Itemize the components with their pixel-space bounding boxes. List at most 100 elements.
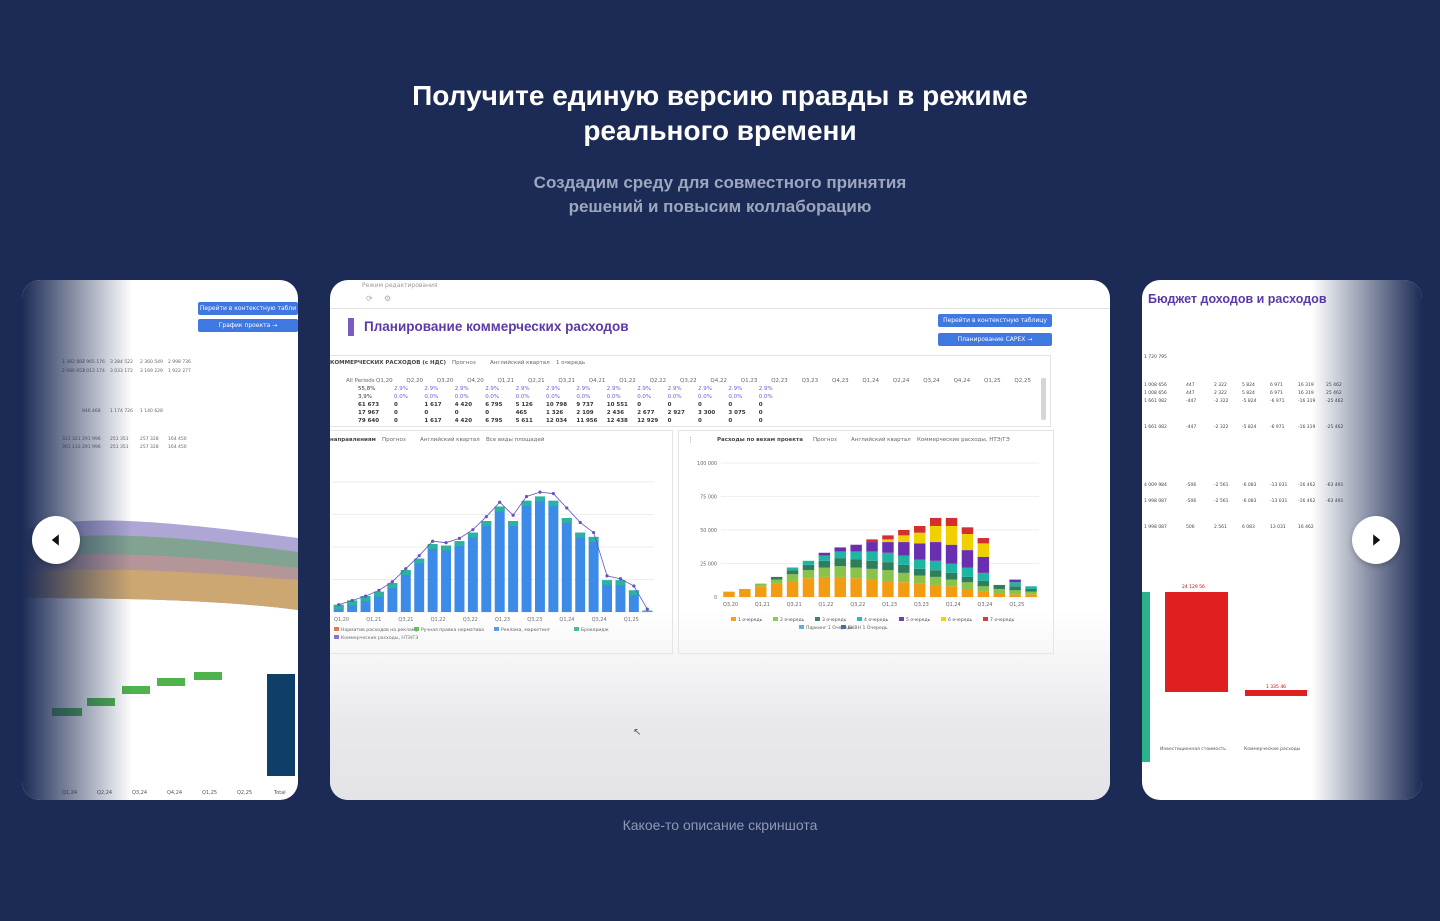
svg-text:-13 031: -13 031	[1270, 482, 1288, 488]
legend-swatch	[799, 625, 804, 629]
svg-text:1 008 656: 1 008 656	[1144, 382, 1167, 388]
context-table-button[interactable]: Перейти в контекстную табли	[198, 302, 298, 315]
project-chart-button[interactable]: График проекта →	[198, 319, 298, 332]
stack-segment	[818, 555, 831, 561]
bar-cap	[333, 604, 344, 610]
right-chart-filter-2[interactable]: Коммерческие расходы, НТЭ/ГЭ	[917, 437, 1010, 443]
bar-cap	[347, 600, 358, 606]
svg-text:-2 561: -2 561	[1214, 498, 1229, 504]
stack-segment	[802, 564, 815, 571]
svg-text:5 824: 5 824	[1242, 382, 1255, 388]
stack-segment	[1025, 588, 1037, 592]
table-cell: 0.0%	[667, 394, 682, 400]
stack-segment	[961, 576, 974, 583]
stack-segment	[850, 578, 862, 597]
table-cell: 2 436	[606, 410, 625, 416]
svg-text:-63 491: -63 491	[1326, 498, 1344, 504]
table-cell: 4 420	[454, 418, 473, 424]
stack-segment	[945, 579, 958, 587]
mouse-cursor-icon: ↖	[633, 727, 642, 738]
table-filter-forecast[interactable]: Прогноз	[452, 360, 476, 366]
period-header: Q4,21	[588, 378, 606, 384]
stack-segment	[914, 543, 926, 560]
stack-segment	[929, 525, 942, 543]
table-cell: 0	[394, 418, 398, 424]
carousel-next-button[interactable]	[1352, 516, 1400, 564]
stack-segment	[914, 559, 926, 569]
period-header: Q4,24	[953, 378, 971, 384]
svg-text:2 998 736: 2 998 736	[168, 359, 191, 365]
svg-text:6 971: 6 971	[1270, 382, 1283, 388]
table-cell: 0.0%	[394, 394, 408, 400]
right-chart-filter-1[interactable]: Английский квартал	[851, 437, 911, 443]
table-filter-quarter[interactable]: Английский квартал	[490, 360, 550, 366]
period-header: Q4,22	[710, 378, 727, 384]
legend-swatch	[334, 635, 339, 639]
right-chart-filter-0[interactable]: Прогноз	[813, 437, 837, 443]
svg-text:1 720 795: 1 720 795	[1144, 354, 1167, 360]
stack-segment	[786, 574, 799, 581]
x-tick-label: Q3,21	[398, 617, 413, 623]
y-tick-label: 100 000	[697, 461, 717, 467]
bar-cap	[534, 496, 545, 502]
carousel-prev-button[interactable]	[32, 516, 80, 564]
stack-segment	[993, 592, 1005, 597]
stack-segment	[977, 538, 990, 544]
left-chart-filter-1[interactable]: Английский квартал	[420, 437, 480, 443]
stack-segment	[898, 535, 910, 543]
stack-segment	[977, 543, 990, 557]
left-axis-label-1: Q2,24	[97, 790, 112, 796]
table-scrollbar[interactable]	[1041, 378, 1046, 420]
period-header: Q2,22	[649, 378, 667, 384]
bar	[427, 544, 438, 612]
stack-segment	[977, 556, 990, 573]
table-cell: 10 551	[606, 402, 628, 408]
svg-text:-2 322: -2 322	[1214, 398, 1229, 404]
bar-cap	[575, 532, 586, 538]
right-axis-label-0: Инвестиционная стоимость	[1160, 746, 1226, 752]
table-cell: 12 929	[637, 418, 659, 424]
table-filter-stage[interactable]: 1 очередь	[556, 360, 586, 366]
stack-segment	[786, 570, 799, 575]
capex-planning-button[interactable]: Планирование CAPEX →	[938, 333, 1052, 346]
svg-text:1 174 726: 1 174 726	[110, 408, 133, 414]
left-chart-filter-0[interactable]: Прогноз	[382, 437, 406, 443]
table-cell: 0	[758, 418, 763, 424]
settings-icon[interactable]: ⚙	[384, 294, 392, 303]
svg-text:-6 083: -6 083	[1242, 482, 1257, 488]
table-cell: 2 109	[576, 410, 594, 416]
x-tick-label: Q3,23	[914, 602, 929, 608]
kebab-menu-icon[interactable]: ⋮	[687, 436, 694, 444]
stack-segment	[914, 575, 926, 584]
stack-segment	[866, 568, 878, 580]
legend-label: 4 очередь	[864, 617, 889, 623]
stack-segment	[850, 559, 862, 568]
stack-segment	[961, 582, 974, 589]
stack-segment	[929, 584, 942, 597]
period-header: Q4,23	[832, 378, 849, 384]
table-cell: 12 438	[606, 418, 628, 424]
refresh-icon[interactable]: ⟳	[366, 294, 373, 303]
stack-segment	[977, 580, 990, 587]
svg-text:-25 462: -25 462	[1326, 398, 1344, 404]
table-cell: 2.9%	[758, 386, 773, 392]
stack-segment	[977, 591, 990, 597]
context-table-button[interactable]: Перейти в контекстную таблицу	[938, 314, 1052, 327]
stack-segment	[882, 580, 894, 597]
legend-label: Реклама, маркетинг	[501, 627, 551, 633]
stack-segment	[770, 576, 783, 580]
stack-segment	[802, 578, 815, 597]
legend-swatch	[334, 627, 339, 631]
bar	[534, 496, 545, 612]
x-tick-label: Q1,21	[366, 617, 381, 623]
x-tick-label: Q1,22	[431, 617, 446, 623]
period-header: Q3,23	[801, 378, 819, 384]
left-chart-filter-2[interactable]: Все виды площадей	[486, 437, 545, 443]
legend-swatch	[414, 627, 419, 631]
legend-swatch	[841, 625, 846, 629]
bar-cap	[454, 541, 465, 547]
svg-text:164 450: 164 450	[168, 444, 187, 450]
carousel-slide-active[interactable]: Режим редактирования ⟳ ⚙ Планирование ко…	[330, 280, 1110, 800]
svg-text:2 965 176: 2 965 176	[82, 359, 105, 365]
table-cell: 61 673	[358, 402, 380, 408]
